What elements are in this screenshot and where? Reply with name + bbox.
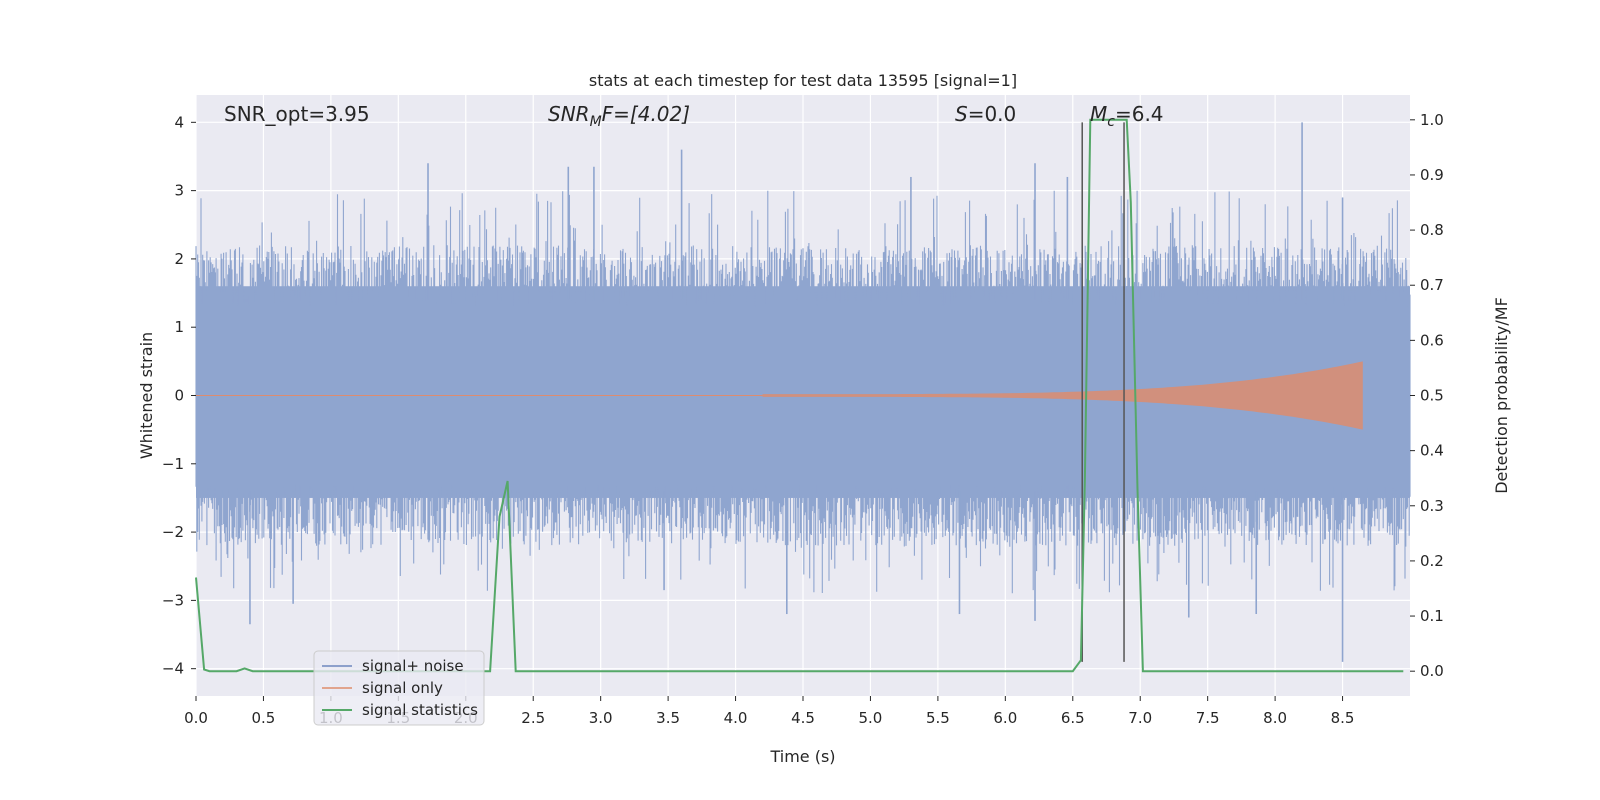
- x-axis-label: Time (s): [769, 747, 835, 766]
- right-tick-label: 0.1: [1420, 607, 1444, 625]
- legend: signal+ noise signal only signal statist…: [313, 650, 485, 726]
- right-axis-label: Detection probability/MF: [1492, 297, 1511, 494]
- right-tick-label: 0.5: [1420, 387, 1444, 405]
- snr-mf-value: F=[4.02]: [602, 102, 690, 126]
- s-annotation: S=0.0: [955, 102, 1016, 126]
- right-tick-label: 0.6: [1420, 331, 1444, 349]
- snr-mf-symbol: SNR: [548, 102, 590, 126]
- legend-label-signal-noise: signal+ noise: [362, 657, 464, 675]
- x-tick-label: 6.0: [993, 709, 1017, 727]
- right-tick-label: 0.3: [1420, 497, 1444, 515]
- right-tick-label: 0.9: [1420, 166, 1444, 184]
- x-tick-label: 4.5: [791, 709, 815, 727]
- mc-value: =6.4: [1115, 102, 1164, 126]
- x-tick-label: 7.5: [1196, 709, 1220, 727]
- x-tick-label: 5.5: [926, 709, 950, 727]
- left-tick-label: −3: [162, 591, 184, 609]
- left-tick-label: 2: [174, 250, 184, 268]
- legend-box: [313, 650, 485, 726]
- s-value: =0.0: [968, 102, 1017, 126]
- chart-title: stats at each timestep for test data 135…: [589, 71, 1017, 90]
- x-tick-label: 8.5: [1331, 709, 1355, 727]
- x-tick-label: 8.0: [1263, 709, 1287, 727]
- signal-statistics-line: [195, 118, 1404, 673]
- snr-mf-annotation: SNRMF=[4.02]: [548, 102, 690, 130]
- left-tick-label: −4: [162, 660, 184, 678]
- snr-opt-annotation: SNR_opt=3.95: [224, 102, 370, 126]
- signal-statistics-series: [195, 118, 1404, 673]
- x-tick-label: 5.0: [859, 709, 883, 727]
- right-tick-label: 0.7: [1420, 276, 1444, 294]
- left-tick-label: 3: [174, 182, 184, 200]
- legend-label-signal-only: signal only: [362, 679, 443, 697]
- right-tick-label: 0.2: [1420, 552, 1444, 570]
- right-tick-label: 0.0: [1420, 662, 1444, 680]
- x-tick-label: 4.0: [724, 709, 748, 727]
- mc-annotation: Mc=6.4: [1090, 102, 1164, 130]
- x-tick-label: 0.5: [252, 709, 276, 727]
- x-tick-label: 2.5: [521, 709, 545, 727]
- mc-symbol: M: [1090, 102, 1107, 126]
- left-axis-label: Whitened strain: [137, 332, 156, 459]
- s-symbol: S: [955, 102, 968, 126]
- left-axis-ticks: 4 3 2 1 0 −1 −2 −3 −4: [162, 113, 196, 678]
- right-axis-ticks: 1.0 0.9 0.8 0.7 0.6 0.5 0.4 0.3 0.2 0.1 0.0: [1410, 111, 1444, 680]
- x-tick-label: 3.5: [656, 709, 680, 727]
- chirp-envelope: [762, 361, 1363, 430]
- signal-only-series: [196, 361, 1363, 430]
- left-tick-label: −1: [162, 455, 184, 473]
- right-tick-label: 1.0: [1420, 111, 1444, 129]
- x-tick-label: 6.5: [1061, 709, 1085, 727]
- x-tick-label: 3.0: [589, 709, 613, 727]
- left-tick-label: 0: [174, 387, 184, 405]
- left-tick-label: 4: [174, 113, 184, 131]
- right-tick-label: 0.4: [1420, 442, 1444, 460]
- mc-subscript: c: [1107, 114, 1115, 130]
- x-tick-label: 0.0: [184, 709, 208, 727]
- x-tick-label: 7.0: [1128, 709, 1152, 727]
- left-tick-label: 1: [174, 318, 184, 336]
- left-tick-label: −2: [162, 523, 184, 541]
- snr-mf-subscript: M: [590, 114, 602, 130]
- legend-label-signal-statistics: signal statistics: [362, 701, 478, 719]
- right-tick-label: 0.8: [1420, 221, 1444, 239]
